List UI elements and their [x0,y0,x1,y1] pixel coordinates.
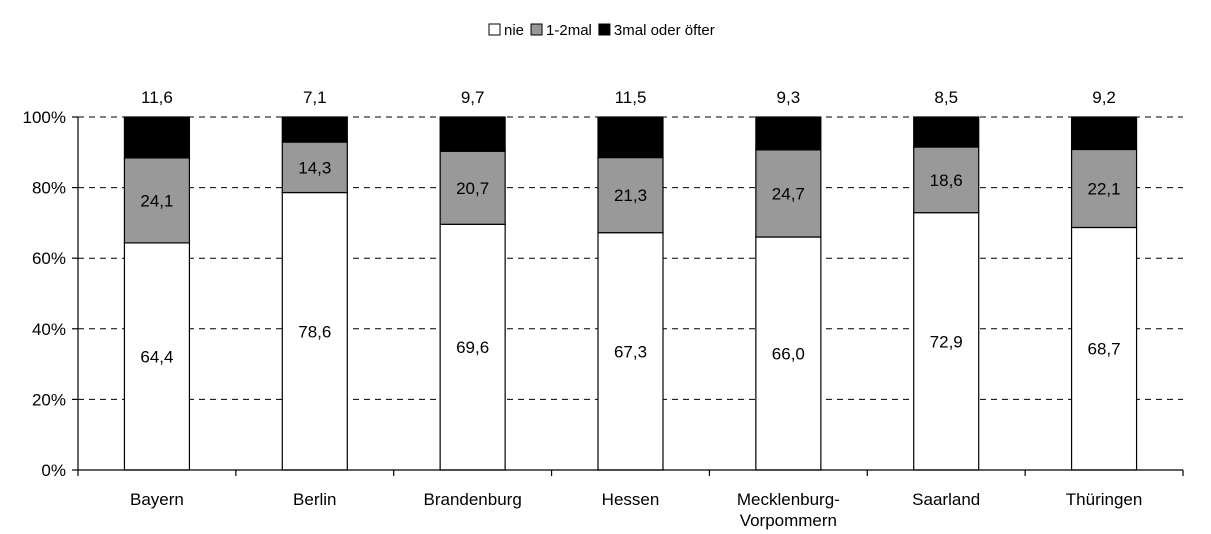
bar-5-series-0 [913,212,980,471]
bar-0-series-1 [123,157,191,244]
data-label-3-2: 11,5 [615,88,647,107]
y-tick-label-4: 80% [32,179,66,198]
data-label-4-1: 24,7 [772,184,805,203]
bar-0-series-0 [123,242,191,471]
data-label-3-0: 67,3 [614,342,647,361]
data-label-3-1: 21,3 [614,186,647,205]
y-tick-label-3: 60% [32,249,66,268]
data-label-2-0: 69,6 [456,338,489,357]
y-tick-label-0: 0% [41,461,66,480]
chart-legend: nie 1-2mal 3mal oder öfter [488,22,715,39]
data-label-1-0: 78,6 [298,322,331,341]
data-label-0-2: 11,6 [141,88,173,107]
category-label-2: Brandenburg [423,490,521,509]
bar-3-series-0 [597,232,664,471]
bar-4-series-1 [755,149,822,238]
y-tick-label-2: 40% [32,320,66,339]
bar-5-series-1 [913,146,980,214]
legend-swatch-0 [488,23,501,36]
bar-2-series-1 [439,150,506,225]
axes [72,116,1184,476]
bar-4-series-2 [755,116,822,151]
data-labels: 64,4 24,1 11,6 78,6 14,3 7,1 69,6 20,7 9,7 67,3 21… [140,88,1120,366]
bar-6-series-1 [1070,148,1138,229]
legend-swatch-2 [598,23,611,36]
data-label-4-2: 9,3 [777,88,801,107]
legend-label-0: nie [504,22,524,39]
x-category-labels: Bayern Berlin Brandenburg Hessen Mecklenburg… [130,490,1142,530]
bar-2-series-2 [439,116,506,152]
category-label-5: Saarland [912,490,980,509]
data-label-1-1: 14,3 [298,158,331,177]
data-label-4-0: 66,0 [772,345,805,364]
data-label-1-2: 7,1 [303,88,327,107]
legend-label-2: 3mal oder öfter [614,22,715,39]
data-label-2-2: 9,7 [461,88,485,107]
bar-1-series-0 [281,191,348,471]
bar-3-series-2 [597,116,664,159]
data-label-6-2: 9,2 [1092,88,1116,107]
category-label-3: Hessen [602,490,660,509]
data-label-6-1: 22,1 [1088,179,1121,198]
bars [123,116,1138,471]
bar-0-series-2 [123,116,191,159]
data-label-6-0: 68,7 [1088,340,1121,359]
bar-1-series-1 [281,141,348,194]
category-label-6: Thüringen [1066,490,1143,509]
bar-3-series-1 [597,156,664,234]
category-label-1: Berlin [293,490,336,509]
bar-6-series-0 [1070,226,1138,471]
data-label-5-2: 8,5 [934,88,958,107]
bar-4-series-0 [755,236,822,471]
category-label-0: Bayern [130,490,184,509]
data-label-5-0: 72,9 [930,332,963,351]
y-tick-labels: 0% 20% 40% 60% 80% 100% [23,108,66,480]
data-label-0-0: 64,4 [140,347,173,366]
y-tick-label-5: 100% [23,108,66,127]
data-label-2-1: 20,7 [456,179,489,198]
bar-5-series-2 [913,116,980,148]
legend-swatch-1 [530,23,543,36]
bar-1-series-2 [281,116,348,143]
bar-6-series-2 [1070,116,1138,151]
data-label-5-1: 18,6 [930,171,963,190]
category-label-4: Mecklenburg-Vorpommern [737,490,840,530]
legend-label-1: 1-2mal [546,22,592,39]
data-label-0-1: 24,1 [140,191,173,210]
y-tick-label-1: 20% [32,390,66,409]
